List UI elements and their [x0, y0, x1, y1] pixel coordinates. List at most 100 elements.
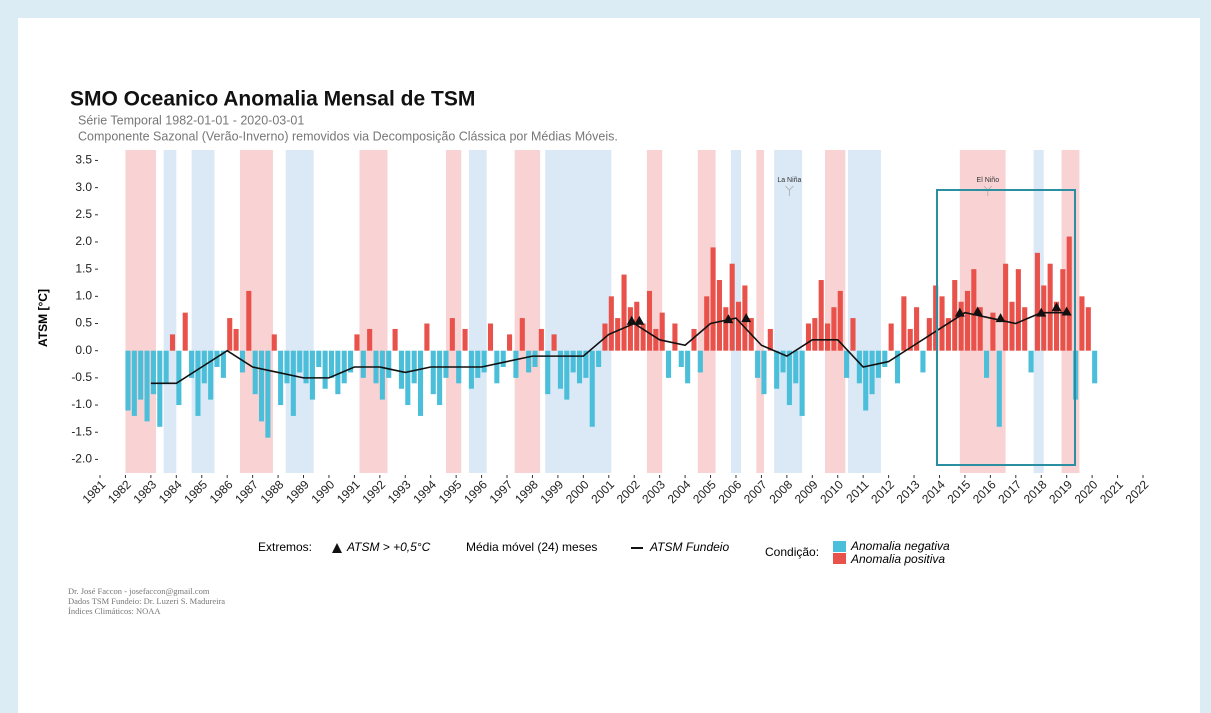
bar	[532, 350, 538, 367]
bar	[341, 350, 347, 384]
bar	[799, 350, 805, 416]
bar	[964, 290, 971, 351]
enso-band	[847, 150, 881, 473]
bar	[551, 334, 557, 351]
y-tick-label: -1.0	[71, 397, 92, 411]
bar	[735, 301, 742, 351]
bar	[1015, 269, 1021, 351]
bar	[500, 350, 506, 367]
bar	[545, 350, 551, 395]
bar	[659, 312, 665, 351]
legend-label: Anomalia negativa	[850, 539, 950, 553]
bar	[360, 350, 366, 378]
extreme-marker	[626, 315, 637, 325]
y-tick-label: -0.5	[71, 370, 92, 384]
chart-title: SMO Oceanico Anomalia Mensal de TSM	[70, 88, 475, 111]
bar	[691, 328, 697, 351]
bar	[1079, 296, 1085, 351]
bar	[1003, 263, 1009, 351]
bar	[863, 350, 869, 411]
bar	[1047, 263, 1053, 351]
bar	[468, 350, 474, 389]
bar	[596, 350, 602, 367]
bar	[220, 350, 226, 378]
enso-band	[191, 150, 215, 473]
bar	[157, 350, 163, 427]
bar	[424, 323, 430, 351]
extreme-marker	[1061, 306, 1072, 316]
extreme-marker	[634, 315, 645, 325]
bar	[939, 296, 945, 351]
legend-swatch	[833, 553, 846, 564]
bar	[297, 350, 303, 373]
bar	[774, 350, 780, 389]
bar	[538, 328, 544, 351]
bar	[996, 350, 1002, 427]
bar	[507, 334, 513, 351]
y-axis-label: ATSM [°C]	[36, 289, 50, 347]
bar	[1041, 285, 1047, 351]
bar	[755, 350, 761, 378]
bar	[309, 350, 315, 400]
y-tick-label: -1.5	[71, 424, 92, 438]
bar	[417, 350, 424, 416]
bar	[398, 350, 404, 389]
bar	[443, 350, 449, 378]
bar	[201, 350, 207, 384]
subtitle: Componente Sazonal (Verão-Inverno) remov…	[78, 129, 618, 143]
bar	[882, 350, 888, 367]
bar	[844, 350, 850, 378]
bar	[716, 280, 722, 351]
bar	[678, 350, 684, 367]
legend-label: ATSM Fundeio	[649, 540, 729, 554]
bar	[271, 334, 277, 351]
bar	[1085, 307, 1091, 351]
bar	[494, 350, 500, 384]
bar	[227, 318, 233, 351]
bar	[723, 307, 729, 351]
y-tick-label: 2.0	[75, 234, 92, 248]
bar	[729, 263, 735, 351]
y-tick-label: 0.0	[75, 343, 92, 357]
bar	[564, 350, 570, 400]
bar	[653, 328, 659, 351]
bar	[246, 290, 252, 351]
bar	[557, 350, 563, 389]
bar	[290, 350, 296, 416]
bar	[1066, 236, 1072, 351]
bar	[214, 350, 220, 367]
bar	[894, 350, 901, 384]
bar	[125, 350, 131, 411]
bar	[208, 350, 214, 400]
enso-band	[545, 150, 612, 473]
bar	[856, 350, 862, 384]
bar	[1092, 350, 1098, 384]
y-tick-label: 1.5	[75, 261, 92, 275]
y-tick-label: 3.5	[75, 153, 92, 167]
bar	[805, 323, 812, 351]
bar	[392, 328, 398, 351]
bar	[761, 350, 767, 395]
highlight-box	[936, 189, 1076, 466]
bar	[977, 307, 983, 351]
bar	[615, 318, 621, 351]
bar	[265, 350, 271, 438]
bar	[284, 350, 290, 384]
extreme-marker	[995, 313, 1006, 323]
bar	[138, 350, 144, 400]
bar	[812, 318, 818, 351]
bar	[793, 350, 799, 384]
enso-band	[125, 150, 156, 473]
bar	[150, 350, 156, 395]
bar	[888, 323, 894, 351]
annotation: El Niño	[977, 177, 1000, 184]
extreme-marker	[954, 307, 965, 317]
bar	[526, 350, 532, 373]
bar	[1022, 307, 1028, 351]
annotation-bracket	[785, 185, 794, 196]
legend-title: Extremos:	[258, 540, 312, 554]
bar	[583, 350, 589, 378]
bar	[576, 350, 583, 384]
